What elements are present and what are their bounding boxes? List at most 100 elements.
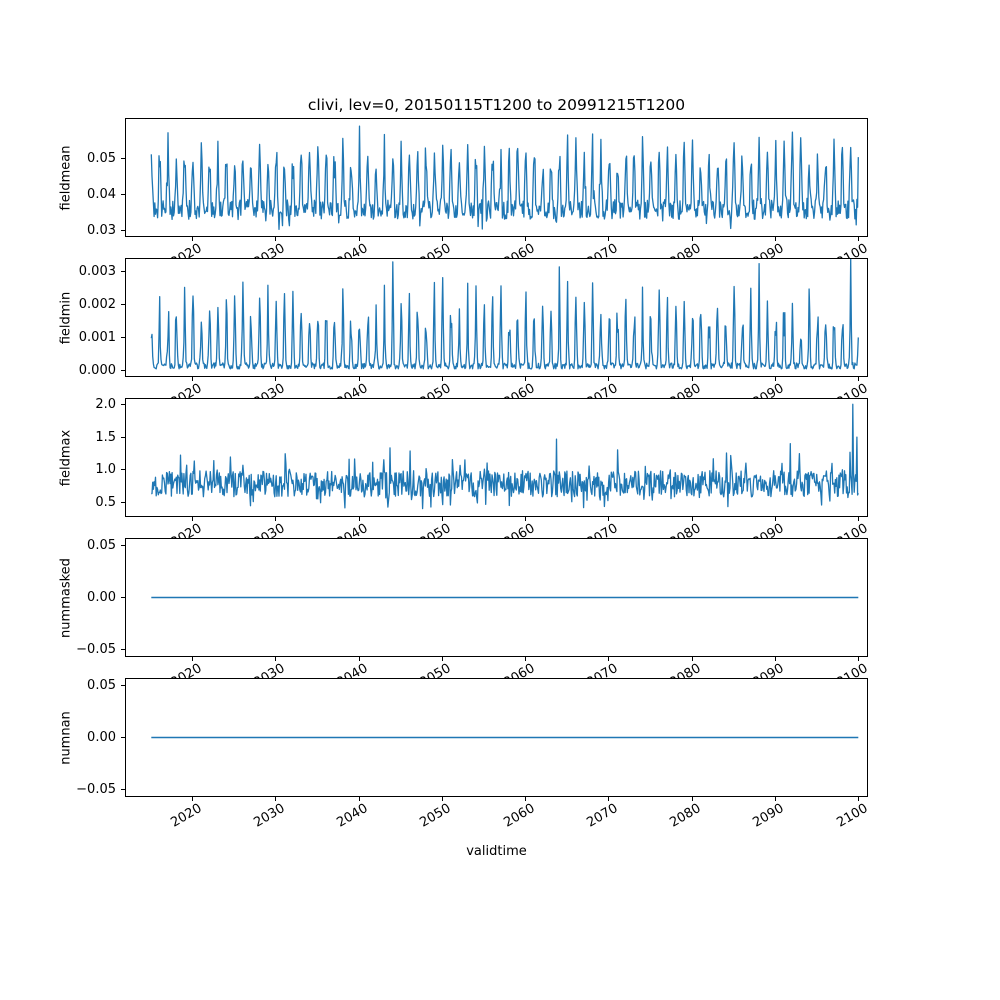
x-tick-label: 2050 <box>417 241 454 258</box>
x-tick-mark <box>691 377 693 381</box>
x-tick-mark <box>774 797 776 801</box>
x-tick-mark <box>358 517 360 521</box>
plot-area-fieldmean <box>125 118 868 237</box>
x-tick-mark <box>275 377 277 381</box>
y-tick-mark <box>121 649 125 651</box>
x-tick-label: 2090 <box>750 521 787 538</box>
line-series <box>150 125 859 231</box>
y-tick-mark <box>121 403 125 405</box>
x-tick-label: 2070 <box>584 801 621 831</box>
x-tick-mark <box>608 797 610 801</box>
x-tick-mark <box>275 657 277 661</box>
x-tick-mark <box>858 377 860 381</box>
y-tick-label: 0.00 <box>87 730 116 745</box>
subplot-fieldmin: fieldmin 2020 2030 2040 2050 2060 2070 2080 209… <box>0 258 1000 398</box>
subplot-numnan: numnan 2020 2030 2040 2050 2060 2070 2080 2090 2… <box>0 678 1000 848</box>
x-tick-mark <box>691 657 693 661</box>
x-tick-mark <box>192 517 194 521</box>
x-tick-mark <box>358 797 360 801</box>
y-tick-mark <box>121 502 125 504</box>
x-tick-mark <box>525 797 527 801</box>
x-tick-label: 2070 <box>584 521 621 538</box>
x-tick-mark <box>441 377 443 381</box>
x-tick-mark <box>608 657 610 661</box>
x-tick-label: 2020 <box>167 521 205 538</box>
y-tick-mark <box>121 271 125 273</box>
y-tick-mark <box>121 194 125 196</box>
y-tick-label: 0.5 <box>95 495 116 511</box>
x-tick-label: 2090 <box>750 381 787 398</box>
y-tick-label: 0.03 <box>87 222 116 238</box>
x-tick-mark <box>358 237 360 241</box>
x-tick-mark <box>192 237 194 241</box>
subplot-fieldmean: fieldmean 2020 2030 2040 2050 2060 2070 2080 20… <box>0 118 1000 258</box>
y-tick-label: 0.05 <box>87 537 116 553</box>
x-tick-label: 2030 <box>251 801 288 831</box>
x-tick-label: 2040 <box>334 241 371 258</box>
x-tick-mark <box>275 517 277 521</box>
x-tick-label: 2080 <box>667 661 704 678</box>
x-tick-label: 2040 <box>334 521 371 538</box>
x-tick-label: 2070 <box>584 661 621 678</box>
x-tick-mark <box>858 797 860 801</box>
x-tick-mark <box>441 797 443 801</box>
y-tick-label: 0.00 <box>87 590 116 605</box>
x-tick-mark <box>525 237 527 241</box>
y-tick-mark <box>121 737 125 738</box>
plot-area-fieldmax <box>125 398 868 517</box>
y-tick-label: 0.05 <box>87 677 116 693</box>
x-tick-label: 2050 <box>417 381 454 398</box>
y-tick-mark <box>121 158 125 160</box>
y-tick-label: 0.003 <box>78 264 116 280</box>
nummasked-line-chart <box>151 596 859 599</box>
x-tick-mark <box>525 657 527 661</box>
x-tick-label: 2100 <box>834 661 871 678</box>
x-tick-labels-clipped: 2020 2030 2040 2050 2060 2070 2080 2090 2100 <box>0 661 1000 678</box>
x-tick-mark <box>441 517 443 521</box>
x-tick-label: 2020 <box>167 801 205 831</box>
x-tick-mark <box>525 517 527 521</box>
x-tick-label: 2040 <box>334 801 371 831</box>
x-tick-mark <box>608 377 610 381</box>
x-tick-mark <box>691 517 693 521</box>
x-tick-mark <box>858 657 860 661</box>
x-axis-label: validtime <box>466 844 527 859</box>
x-tick-label: 2100 <box>834 521 871 538</box>
x-tick-labels-clipped: 2020 2030 2040 2050 2060 2070 2080 2090 2100 <box>0 521 1000 538</box>
x-tick-mark <box>192 657 194 661</box>
x-tick-mark <box>691 797 693 801</box>
fieldmin-line-chart <box>150 259 859 370</box>
x-tick-label: 2030 <box>251 521 288 538</box>
y-tick-label: 1.0 <box>95 462 116 478</box>
x-tick-mark <box>192 797 194 801</box>
y-tick-mark <box>121 304 125 306</box>
x-tick-mark <box>858 237 860 241</box>
x-tick-mark <box>441 657 443 661</box>
figure-title: clivi, lev=0, 20150115T1200 to 20991215T… <box>307 96 686 114</box>
x-tick-label: 2040 <box>334 381 371 398</box>
y-tick-mark <box>121 597 125 598</box>
x-tick-mark <box>774 377 776 381</box>
y-tick-label: 0.002 <box>78 297 116 313</box>
x-tick-mark <box>525 377 527 381</box>
x-tick-label: 2090 <box>750 801 787 831</box>
subplot-nummasked: nummasked 2020 2030 2040 2050 2060 2070 2080 20… <box>0 538 1000 678</box>
y-tick-mark <box>121 789 125 791</box>
y-tick-mark <box>121 436 125 438</box>
x-tick-labels-clipped: 2020 2030 2040 2050 2060 2070 2080 2090 2100 <box>0 241 1000 258</box>
y-tick-mark <box>121 469 125 471</box>
x-tick-label: 2100 <box>834 381 871 398</box>
y-tick-label: −0.05 <box>76 642 116 658</box>
y-tick-label: −0.05 <box>76 782 116 798</box>
x-tick-mark <box>192 377 194 381</box>
line-series <box>151 403 859 510</box>
plot-area-fieldmin <box>125 258 868 377</box>
fieldmax-line-chart <box>151 403 859 510</box>
y-tick-mark <box>121 544 125 546</box>
y-tick-label: 1.5 <box>95 429 116 445</box>
x-tick-mark <box>858 517 860 521</box>
x-tick-label: 2090 <box>750 661 787 678</box>
y-tick-label: 0.000 <box>78 362 116 378</box>
plot-area-nummasked <box>125 538 868 657</box>
